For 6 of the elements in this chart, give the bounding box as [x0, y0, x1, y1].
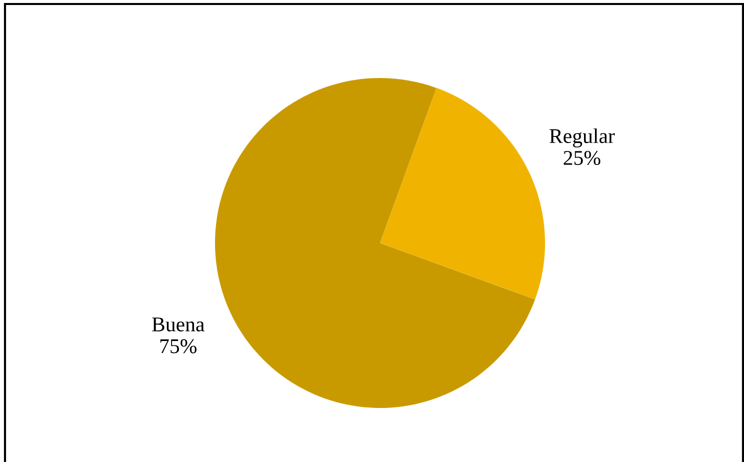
pie-slice: [215, 78, 536, 408]
data-label: 75%: [160, 339, 197, 354]
data-label: 25%: [564, 150, 600, 166]
slice-label: Buena: [152, 318, 204, 332]
slice-label: Regular: [550, 128, 615, 148]
pie-slice: [380, 88, 546, 300]
